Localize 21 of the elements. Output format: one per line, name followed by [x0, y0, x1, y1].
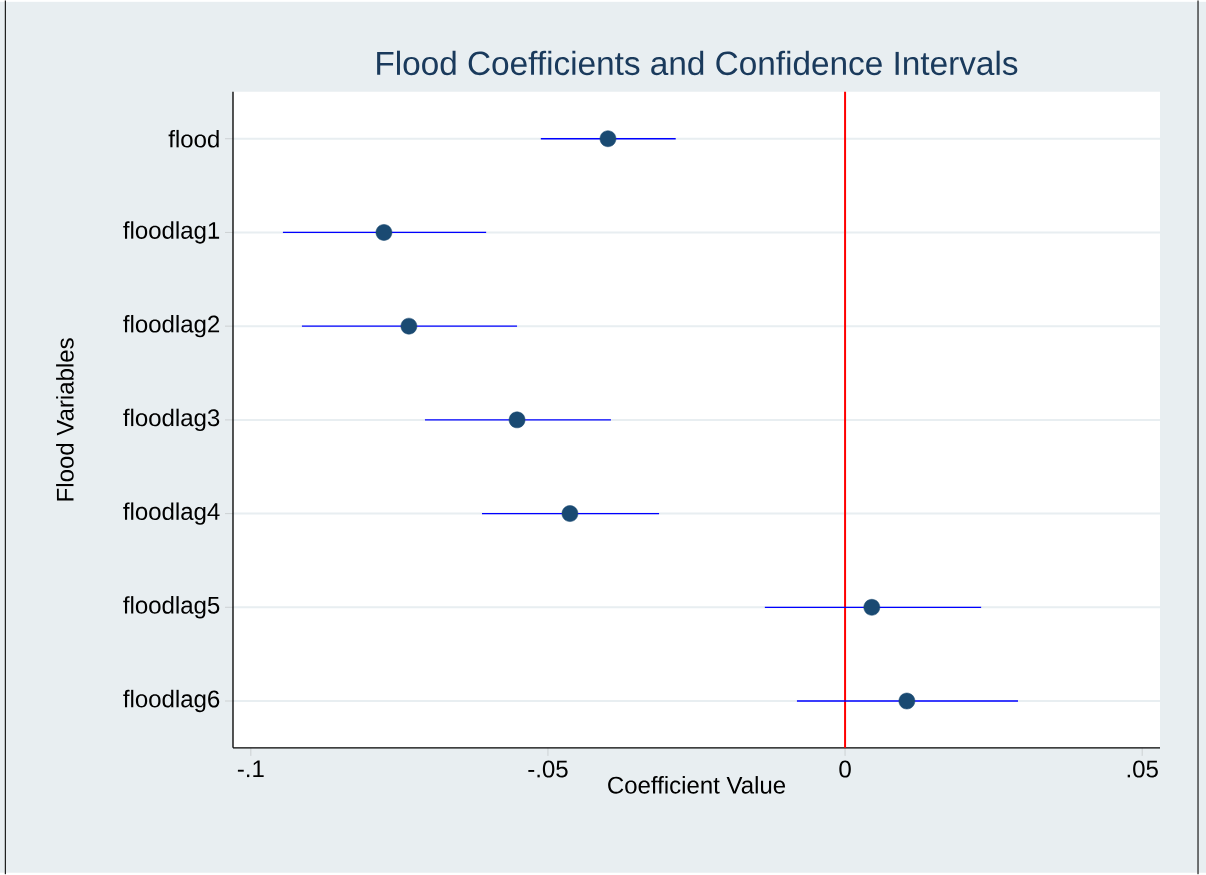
y-tick-label: floodlag4	[123, 502, 220, 525]
y-tick-label: floodlag6	[123, 689, 220, 713]
y-tick-label: floodlag2	[123, 315, 220, 338]
point	[400, 318, 418, 335]
point	[599, 130, 617, 148]
point	[561, 505, 579, 522]
x-axis-title: Coefficient Value	[608, 776, 786, 794]
y-tick-label: floodlag1	[123, 221, 220, 244]
y-tick-label: flood	[168, 130, 219, 148]
point	[375, 224, 393, 241]
point	[898, 692, 916, 710]
y-tick-label: floodlag3	[123, 408, 220, 432]
x-tick-label: -.05	[528, 760, 568, 778]
x-tick-label: .05	[1127, 760, 1158, 778]
point	[863, 599, 881, 616]
x-tick-label: -.1	[237, 760, 264, 778]
y-axis-title: Flood Variables	[56, 338, 74, 501]
chart-title: Flood Coefficients and Confidence Intervals	[377, 50, 1018, 76]
y-tick-label: floodlag5	[123, 596, 220, 619]
point	[508, 411, 526, 429]
x-tick-label: 0	[839, 760, 851, 778]
